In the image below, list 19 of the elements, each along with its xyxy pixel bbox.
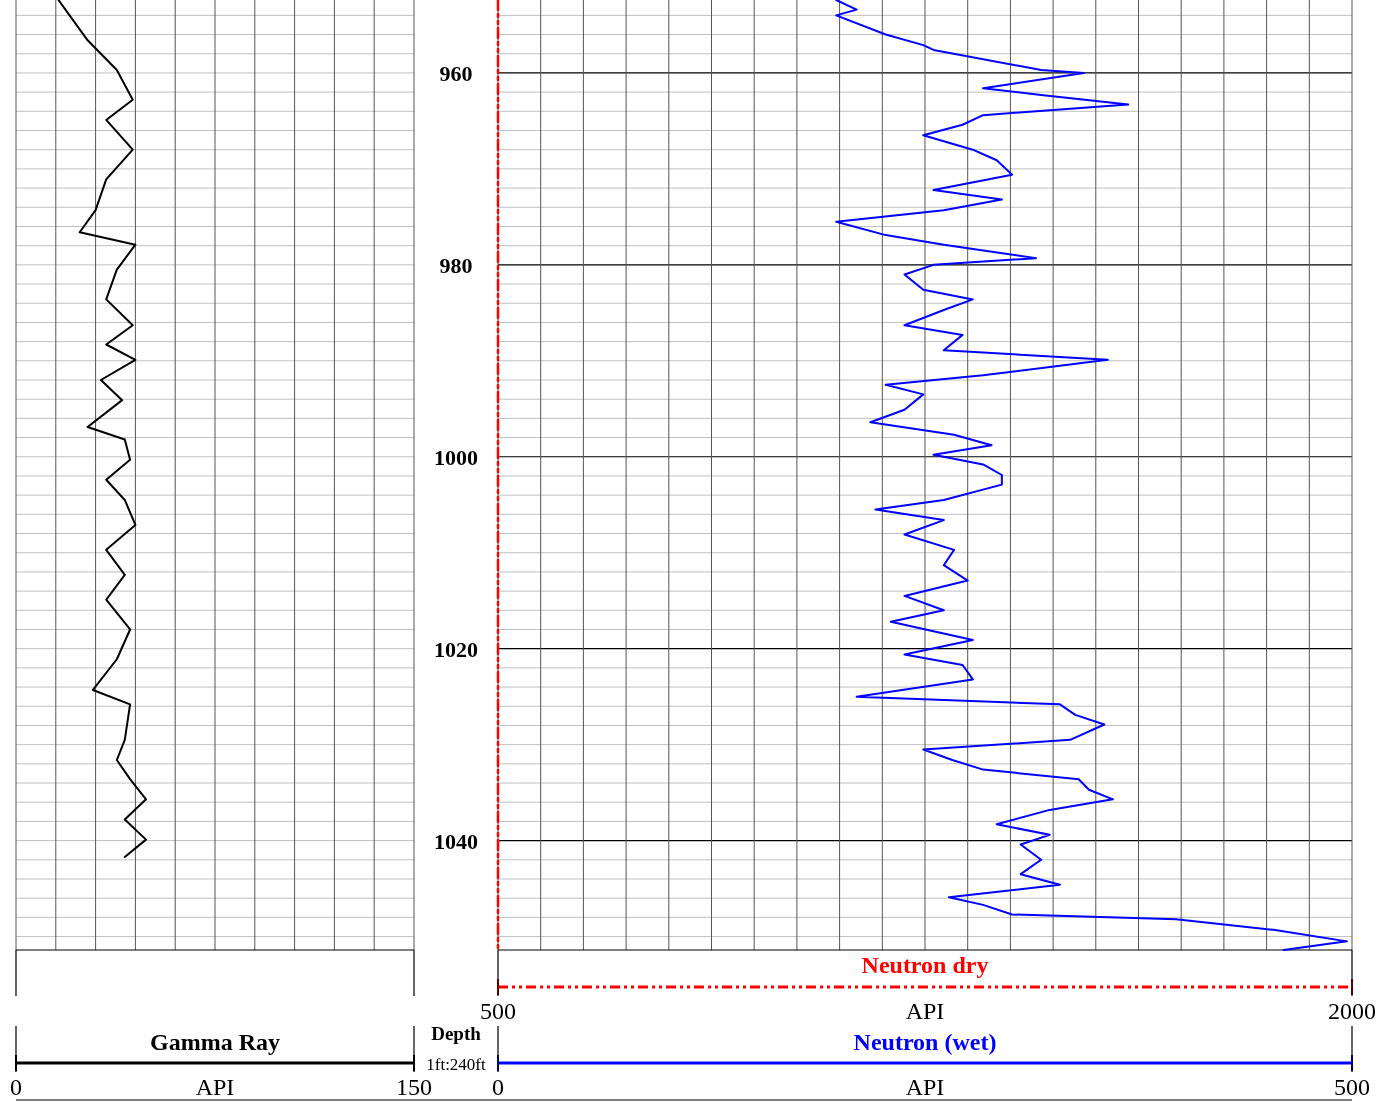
text: Gamma Ray [150,1029,280,1055]
y-axis-title: Depth [431,1023,482,1044]
y-tick-label: 1020 [434,636,478,662]
x-tick-label: 500 [1334,1074,1370,1100]
x-tick-label: 150 [396,1074,432,1100]
y-tick-label: 980 [439,252,473,278]
y-tick-label: 1000 [434,444,478,470]
x2-tick-label: 2000 [1328,998,1376,1024]
text: 1ft:240ft [426,1055,487,1074]
y-tick-label: 1040 [434,828,478,854]
x-tick-label: 0 [492,1074,504,1100]
x2-tick-label: 500 [480,998,516,1024]
x2-tick-label: API [905,998,945,1024]
y-tick-label: 960 [439,60,473,86]
x-tick-label: API [905,1074,945,1100]
text: Neutron (wet) [853,1029,997,1055]
x-tick-label: API [195,1074,235,1100]
text: Neutron dry [861,952,989,978]
x-tick-label: 0 [10,1074,22,1100]
